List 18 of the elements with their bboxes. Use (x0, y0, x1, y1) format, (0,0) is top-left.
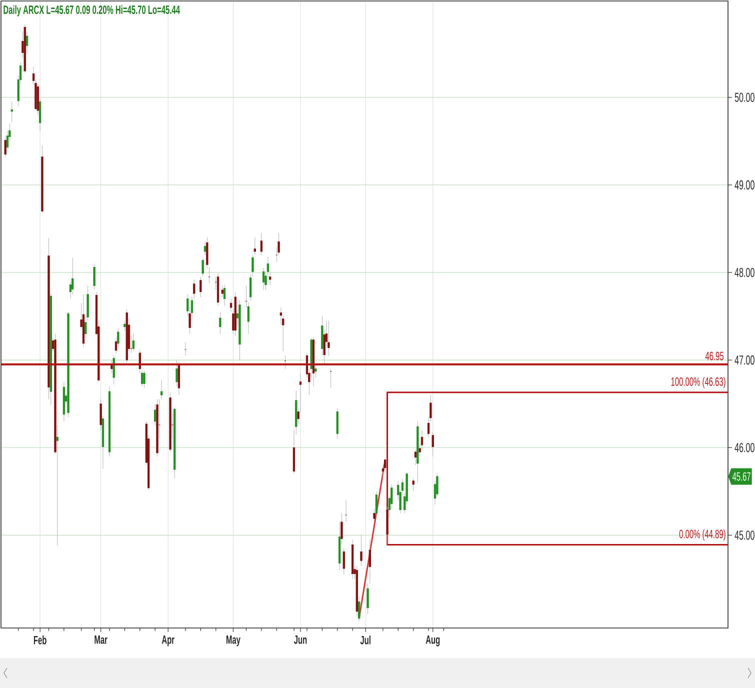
ref-line-label: 46.95 (705, 352, 724, 360)
chart-title: Daily ARCX L=45.67 0.09 0.20% Hi=45.70 Lo=45.44 (4, 5, 180, 16)
annotation: 0.00% (44.89) (679, 529, 726, 541)
y-tick-label: 45.00 (734, 530, 754, 540)
x-tick-label: Jun (294, 636, 307, 644)
y-tick-label: 47.00 (734, 355, 754, 365)
x-tick-label: Apr (162, 636, 174, 646)
y-tick-label: 48.00 (734, 268, 754, 278)
y-tick-label: 46.00 (734, 442, 754, 452)
text: 45.67 (732, 472, 750, 481)
x-tick-label: Jul (360, 636, 370, 644)
y-tick-label: 49.00 (734, 180, 754, 190)
annotation: 100.00% (46.63) (671, 377, 726, 388)
y-tick-label: 50.00 (734, 92, 754, 102)
x-tick-label: May (226, 636, 240, 646)
x-tick-label: Mar (94, 636, 108, 644)
x-tick-label: Feb (34, 636, 46, 644)
x-tick-label: Aug (426, 636, 440, 646)
